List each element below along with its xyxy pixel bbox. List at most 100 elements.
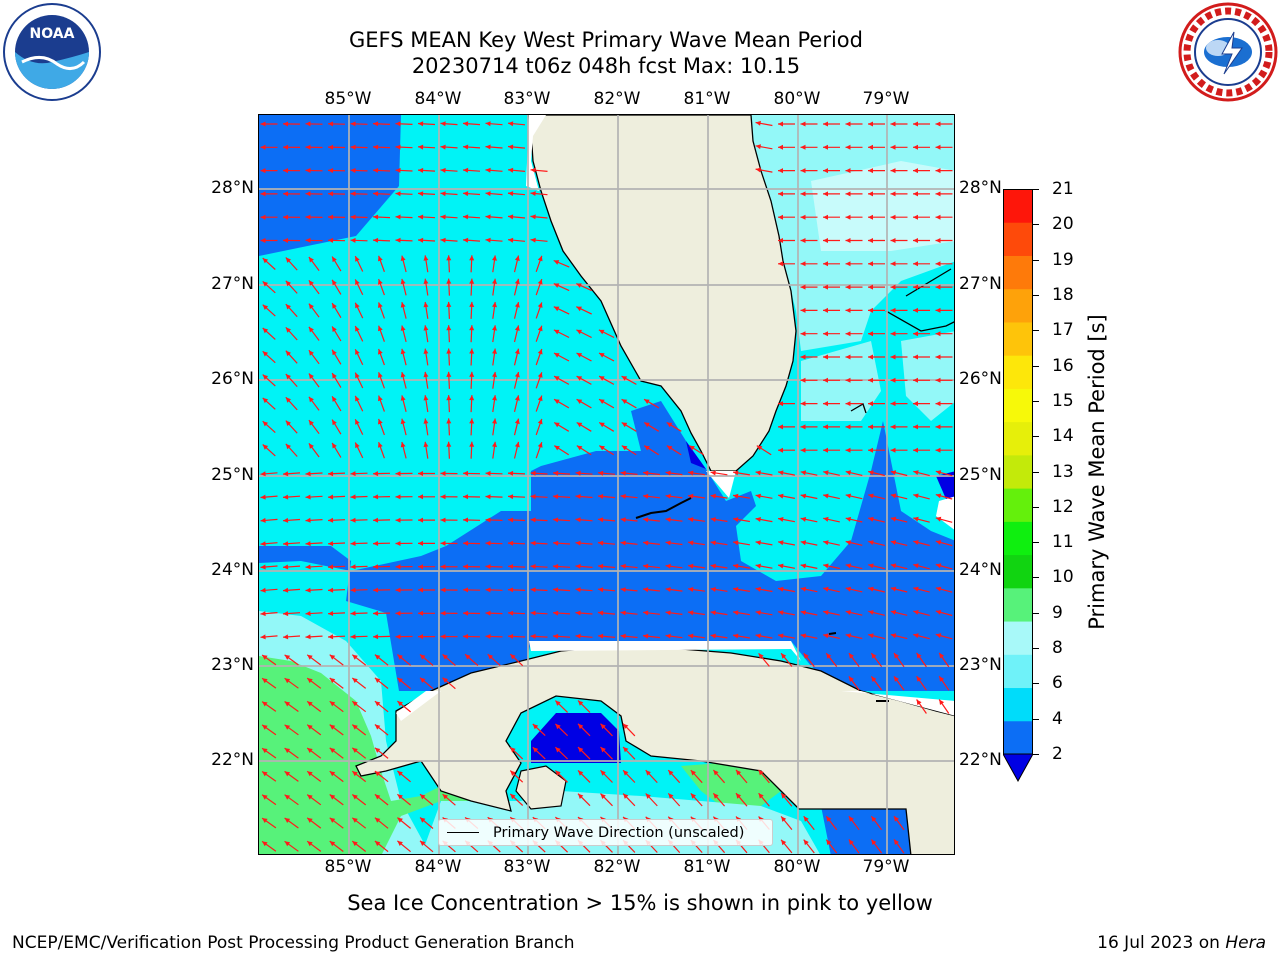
wave-vector-head (530, 191, 536, 196)
wave-vector-head (374, 654, 381, 660)
wave-vector-head (418, 634, 423, 640)
wave-vector-head (308, 326, 314, 333)
wave-vector-head (823, 401, 828, 407)
wave-vector-head (845, 447, 851, 453)
wave-vector-head (350, 144, 356, 150)
wave-vector-head (575, 633, 581, 639)
wave-vector-head (395, 121, 401, 127)
colorbar (1003, 189, 1033, 782)
wave-vector-head (733, 563, 739, 569)
wave-vector-head (710, 540, 716, 546)
wave-vector-head (485, 494, 491, 500)
wave-vector-head (260, 634, 266, 640)
lon-label-top: 81°W (683, 89, 731, 109)
wave-vector-head (803, 839, 809, 846)
wave-vector-head (620, 540, 626, 546)
colorbar-tick-label: 14 (1052, 426, 1074, 447)
wave-vector-head (871, 839, 877, 845)
wave-vector-head (576, 329, 582, 335)
wave-vector-head (530, 470, 536, 476)
wave-vector-head (352, 794, 358, 800)
wave-vector-head (688, 610, 694, 616)
wave-vector-head (373, 494, 379, 500)
wave-vector-head (868, 284, 873, 290)
wave-vector-head (378, 372, 383, 378)
wave-vector-head (623, 747, 629, 753)
wave-vector-head (800, 610, 807, 616)
wave-vector-head (778, 470, 784, 476)
wave-vector-head (620, 563, 626, 569)
wave-vector-head (778, 447, 783, 453)
wave-vector-head (800, 401, 806, 407)
wave-vector-head (373, 517, 379, 523)
wave-vector-head (643, 470, 649, 476)
wave-vector-head (329, 841, 336, 847)
wave-vector-head (800, 377, 806, 383)
wave-vector-head (845, 563, 852, 569)
wave-vector-head (423, 371, 429, 378)
wave-vector-head (913, 284, 918, 290)
wave-vector-head (352, 747, 358, 753)
wave-vector-head (463, 167, 469, 173)
wave-vector-head (690, 793, 696, 799)
wave-vector-head (328, 611, 334, 616)
wave-vector-head (800, 261, 806, 267)
wave-vector-head (555, 747, 561, 753)
wave-vector-head (868, 633, 874, 639)
wave-vector-head (283, 168, 288, 174)
wave-vector-head (845, 633, 852, 639)
wave-vector-head (826, 653, 832, 659)
wave-vector-head (508, 587, 514, 593)
wave-vector-head (868, 563, 874, 569)
wave-vector-head (554, 376, 560, 381)
wave-vector-head (600, 793, 606, 799)
wave-vector-head (307, 771, 313, 777)
wave-vector-head (890, 331, 896, 337)
wave-vector-head (446, 325, 452, 331)
wave-vector-head (868, 168, 873, 174)
wave-vector-head (935, 447, 941, 453)
wave-vector-head (492, 418, 497, 424)
wave-vector-head (530, 564, 536, 569)
colorbar-tick-label: 16 (1052, 355, 1074, 376)
wave-vector-head (440, 610, 446, 616)
colorbar-segment (1003, 255, 1033, 290)
wave-vector-head (508, 144, 514, 150)
colorbar-segment (1003, 587, 1033, 622)
wave-vector-head (260, 517, 266, 523)
wave-vector-head (913, 238, 918, 243)
wave-vector-head (916, 699, 922, 706)
wave-vector-head (262, 258, 269, 264)
chart-subtitle: 20230714 t06z 048h fcst Max: 10.15 (411, 54, 801, 78)
wave-vector-head (665, 633, 671, 639)
wave-vector-head (514, 395, 520, 401)
wave-vector-head (492, 348, 497, 354)
wave-vector-head (373, 191, 379, 197)
wave-vector-head (823, 516, 829, 522)
wave-vector-head (890, 586, 897, 592)
wave-vector-head (756, 445, 763, 451)
wave-vector-head (373, 168, 379, 173)
wave-vector-head (283, 144, 288, 150)
wave-vector-head (598, 494, 604, 499)
wave-vector-head (350, 634, 356, 640)
wave-vector-head (355, 326, 360, 332)
wave-vector-head (778, 610, 784, 616)
wave-vector-head (665, 563, 671, 569)
colorbar-tick-label: 21 (1052, 179, 1074, 199)
navy-region (531, 713, 621, 763)
wave-vector-head (620, 494, 626, 499)
wave-vector-head (916, 652, 922, 659)
wave-vector-head (644, 399, 650, 404)
wave-vector-head (307, 794, 313, 800)
wave-vector-head (530, 633, 536, 639)
colorbar-tick-mark (1033, 683, 1039, 685)
wave-vector-head (578, 747, 584, 753)
wave-vector-head (894, 839, 899, 845)
wave-vector-head (665, 517, 671, 523)
colorbar-tick-mark (1033, 259, 1039, 261)
wave-vector-head (890, 633, 897, 639)
wave-vector-head (332, 256, 337, 263)
wave-vector-head (935, 168, 941, 174)
wave-vector-head (305, 214, 311, 220)
